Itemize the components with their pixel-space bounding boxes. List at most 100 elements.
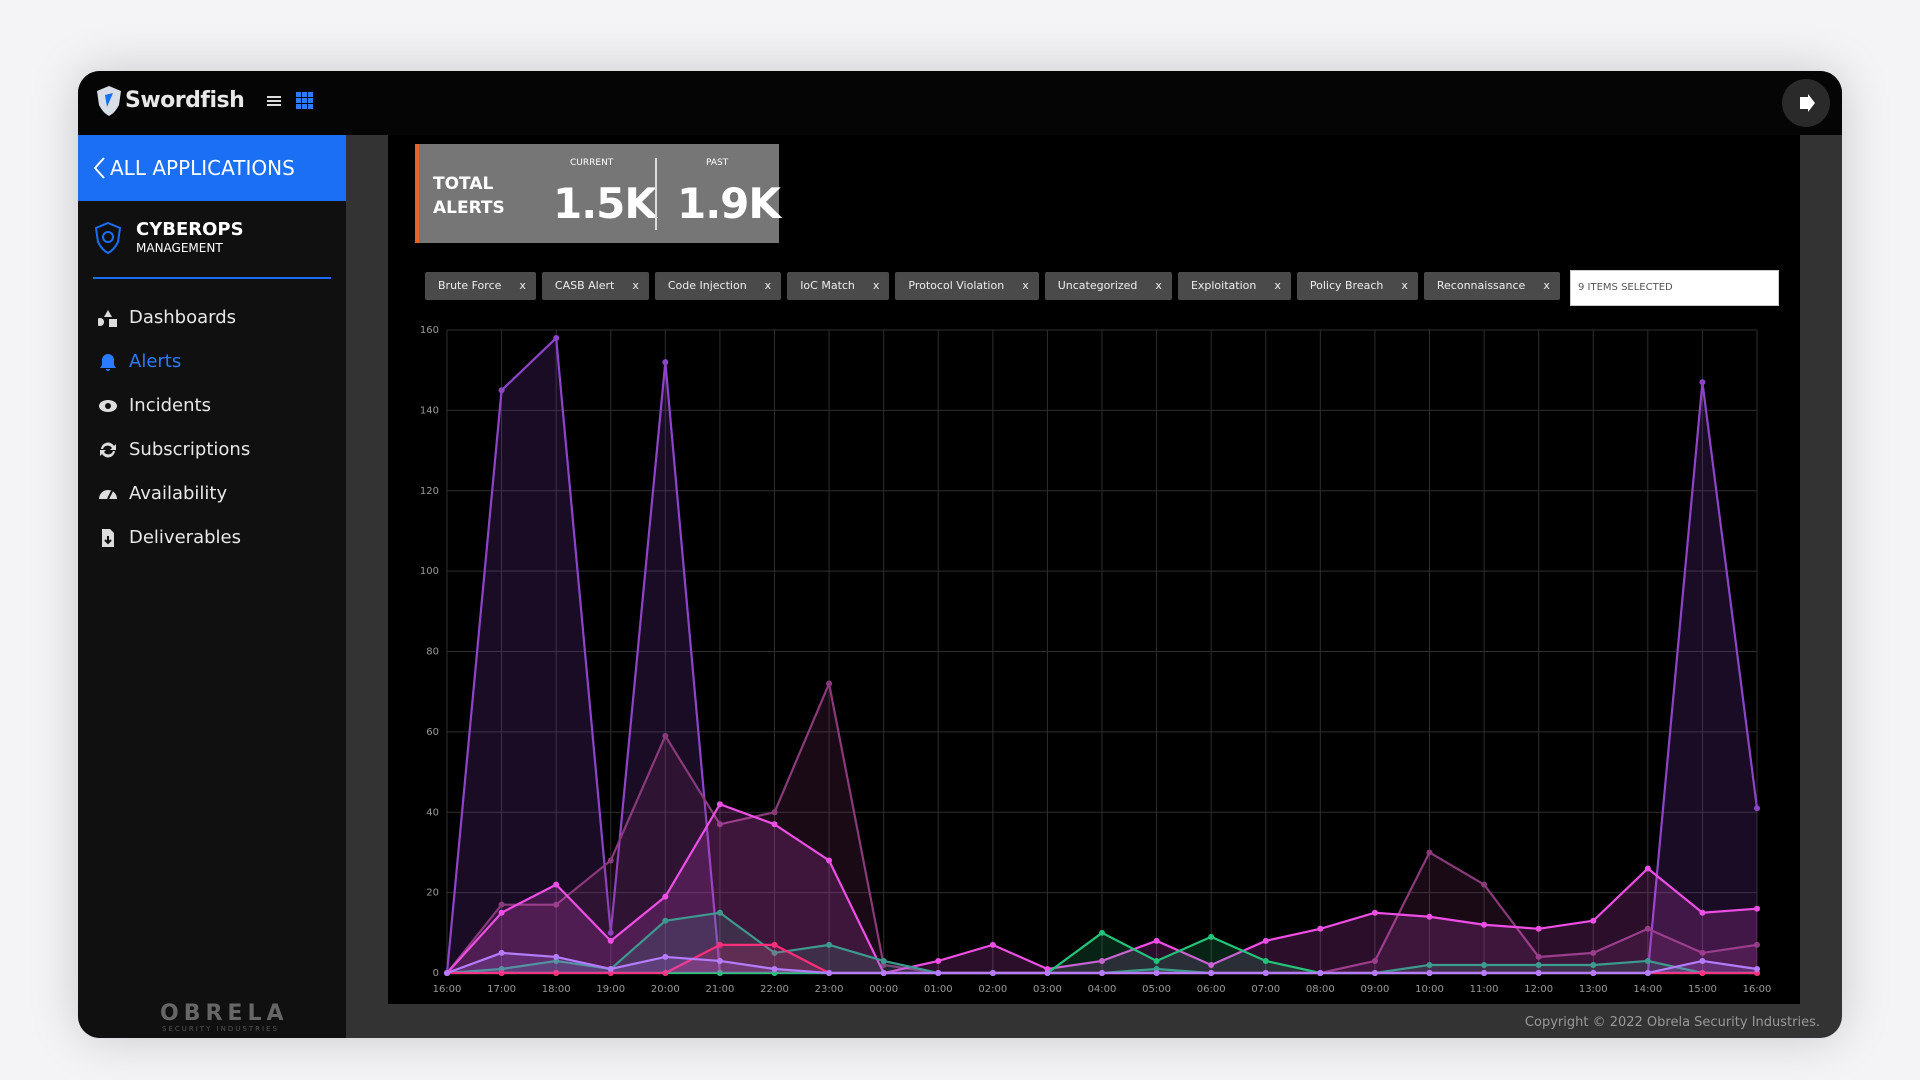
data-point — [662, 917, 669, 924]
data-point — [1481, 970, 1488, 976]
chip-remove[interactable]: x — [764, 279, 772, 292]
data-point — [1644, 865, 1651, 872]
data-point — [1699, 379, 1706, 386]
filter-chip[interactable]: Code Injection x — [654, 272, 782, 300]
filter-chip[interactable]: Policy Breach x — [1296, 272, 1418, 300]
selection-box[interactable]: 9 ITEMS SELECTED — [1570, 270, 1779, 306]
x-tick-label: 10:00 — [1415, 984, 1444, 995]
x-tick-label: 05:00 — [1142, 984, 1171, 995]
data-point — [662, 970, 669, 976]
chip-label: Uncategorized — [1057, 279, 1138, 292]
data-point — [1426, 970, 1433, 976]
filter-chip[interactable]: IoC Match x — [787, 272, 890, 300]
chip-label: IoC Match — [800, 279, 855, 292]
x-tick-label: 03:00 — [1033, 984, 1062, 995]
y-tick-label: 140 — [420, 405, 439, 416]
filter-chip[interactable]: Protocol Violation x — [895, 272, 1039, 300]
data-point — [607, 857, 614, 864]
chip-remove[interactable]: x — [1022, 279, 1029, 292]
nav-item[interactable]: Incidents — [129, 395, 211, 416]
data-point — [662, 893, 669, 900]
data-point — [1044, 970, 1051, 976]
area-fill — [447, 683, 1757, 973]
x-tick-label: 18:00 — [542, 984, 571, 995]
y-tick-label: 120 — [420, 486, 439, 497]
nav-item[interactable]: Dashboards — [129, 307, 237, 328]
filter-chip[interactable]: Brute Force x — [425, 272, 536, 300]
nav-item[interactable]: Deliverables — [129, 527, 241, 548]
area-fill — [447, 338, 1757, 974]
area-fill — [447, 912, 1757, 973]
filter-chip[interactable]: Exploitation x — [1177, 272, 1291, 300]
data-point — [1699, 949, 1706, 956]
app-subtitle: MANAGEMENT — [136, 241, 223, 255]
area-fill — [447, 932, 1757, 973]
data-point — [1481, 961, 1488, 968]
kpi-current: 1.5K — [553, 179, 657, 228]
chip-remove[interactable]: x — [1274, 279, 1281, 292]
data-point — [1426, 849, 1433, 856]
data-point — [1590, 917, 1597, 924]
data-point — [444, 970, 450, 976]
data-point — [1754, 941, 1760, 948]
nav-item[interactable]: Subscriptions — [129, 439, 251, 460]
data-point — [935, 970, 942, 976]
chip-label: Reconnaissance — [1436, 279, 1526, 292]
nav-item[interactable]: Alerts — [129, 351, 182, 372]
chip-label: Exploitation — [1190, 279, 1257, 292]
x-tick-label: 08:00 — [1306, 984, 1335, 995]
data-point — [771, 941, 778, 948]
chip-remove[interactable]: x — [1401, 279, 1408, 292]
data-point — [498, 970, 505, 976]
area-fill — [447, 944, 1757, 973]
data-point — [662, 359, 669, 366]
filter-chip[interactable]: Uncategorized x — [1044, 272, 1172, 300]
x-tick-label: 14:00 — [1633, 984, 1662, 995]
data-point — [607, 965, 614, 972]
x-tick-label: 17:00 — [487, 984, 516, 995]
x-tick-label: 07:00 — [1251, 984, 1280, 995]
apps-button[interactable] — [296, 92, 314, 110]
x-tick-label: 01:00 — [924, 984, 953, 995]
data-point — [1099, 957, 1105, 964]
data-point — [498, 909, 505, 916]
nav-icon — [98, 310, 117, 327]
menu-button[interactable] — [266, 93, 282, 109]
data-point — [662, 953, 669, 960]
y-tick-label: 0 — [433, 968, 439, 979]
back-link[interactable]: ALL APPLICATIONS — [78, 135, 346, 201]
data-point — [1371, 970, 1378, 976]
logout-button[interactable] — [1781, 78, 1831, 128]
app-window: Swordfish ALL APPLICATIONS CYBEROPS MANA… — [78, 71, 1842, 1038]
filter-chip[interactable]: CASB Alert x — [541, 272, 649, 300]
nav-item[interactable]: Availability — [129, 483, 228, 504]
x-tick-label: 15:00 — [1688, 984, 1717, 995]
filter-chips: Brute Force x CASB Alert x Code Injection x Io… — [425, 272, 1560, 300]
nav-icon — [102, 529, 114, 547]
y-tick-label: 20 — [426, 888, 439, 899]
chip-remove[interactable]: x — [632, 279, 639, 292]
x-tick-label: 06:00 — [1197, 984, 1226, 995]
x-tick-label: 00:00 — [869, 984, 898, 995]
data-point — [1262, 937, 1269, 944]
data-point — [1262, 957, 1269, 964]
data-point — [716, 970, 723, 976]
chip-remove[interactable]: x — [1543, 279, 1550, 292]
filter-chip[interactable]: Reconnaissance x — [1423, 272, 1560, 300]
data-point — [1426, 961, 1433, 968]
kpi-title: TOTAL ALERTS — [433, 174, 505, 218]
chip-remove[interactable]: x — [1155, 279, 1162, 292]
chip-remove[interactable]: x — [519, 279, 526, 292]
chip-remove[interactable]: x — [872, 279, 880, 292]
data-point — [1590, 949, 1597, 956]
footer-logo: OBRELA — [160, 1001, 289, 1026]
data-point — [826, 857, 833, 864]
x-tick-label: 21:00 — [706, 984, 735, 995]
data-point — [826, 680, 833, 687]
data-point — [662, 732, 669, 739]
app-title: CYBEROPS — [136, 219, 244, 240]
data-point — [1590, 970, 1597, 976]
data-point — [553, 953, 560, 960]
kpi-current-label: CURRENT — [570, 158, 614, 168]
x-tick-label: 19:00 — [596, 984, 625, 995]
